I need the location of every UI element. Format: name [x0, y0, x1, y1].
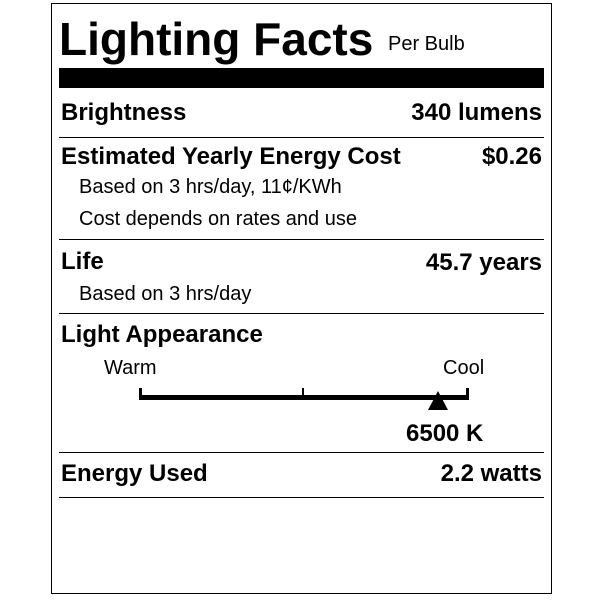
warm-label: Warm: [104, 357, 157, 379]
energy-cost-label: Estimated Yearly Energy Cost: [61, 143, 401, 170]
divider: [59, 239, 544, 240]
cool-label: Cool: [443, 357, 485, 379]
energy-cost-value: $0.26: [481, 143, 542, 170]
energy-cost-note: Based on 3 hrs/day, 11¢/KWh: [79, 176, 342, 198]
divider: [59, 497, 544, 498]
label-border: [51, 3, 552, 594]
scale-tick: [302, 388, 304, 398]
heavy-rule: [59, 68, 544, 88]
divider: [59, 313, 544, 314]
scale-tick: [139, 388, 142, 400]
light-appearance-label: Light Appearance: [61, 321, 263, 348]
brightness-label: Brightness: [61, 99, 187, 126]
scale-marker-triangle-icon: [427, 391, 448, 410]
color-temperature-scale: [139, 395, 469, 400]
life-note: Based on 3 hrs/day: [79, 283, 252, 305]
subtitle: Per Bulb: [388, 33, 465, 55]
divider: [59, 452, 544, 453]
life-value: 45.7 years: [425, 249, 542, 276]
divider: [59, 137, 544, 138]
title: Lighting Facts: [59, 13, 374, 65]
energy-used-value: 2.2 watts: [440, 460, 542, 487]
color-temperature-value: 6500 K: [406, 420, 484, 447]
life-label: Life: [61, 248, 104, 275]
scale-tick: [466, 388, 469, 400]
energy-cost-note: Cost depends on rates and use: [79, 208, 357, 230]
brightness-value: 340 lumens: [411, 99, 542, 126]
energy-used-label: Energy Used: [61, 460, 208, 487]
